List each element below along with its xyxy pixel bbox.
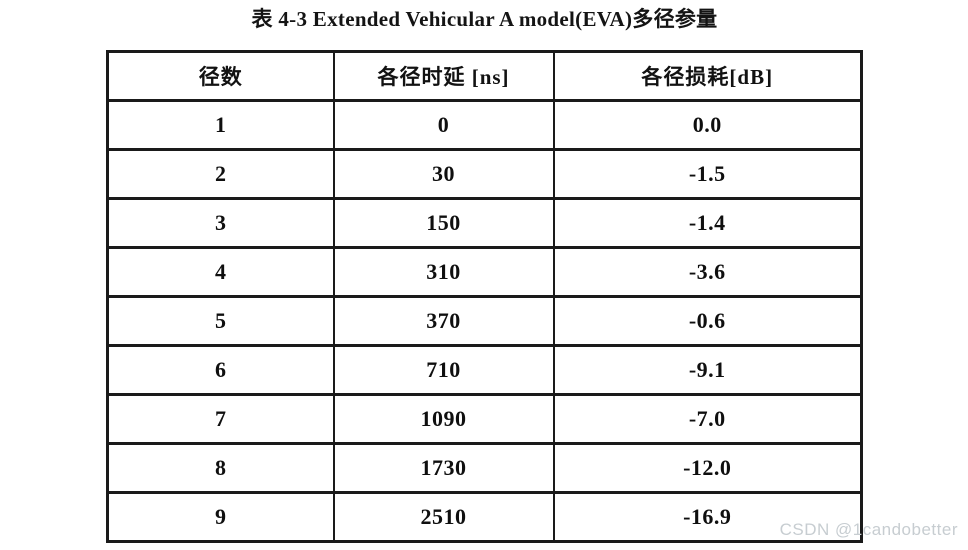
- table-row: 8 1730 -12.0: [106, 442, 863, 494]
- document-scan: 表 4-3 Extended Vehicular A model(EVA)多径参…: [106, 4, 863, 543]
- table-row: 3 150 -1.4: [106, 197, 863, 249]
- col-header-path-delay: 各径时延 [ns]: [332, 50, 555, 102]
- cell-path-delay: 0: [332, 99, 555, 151]
- cell-path-index: 7: [106, 393, 335, 445]
- table-row: 7 1090 -7.0: [106, 393, 863, 445]
- cell-path-loss: -9.1: [552, 344, 863, 396]
- cell-path-index: 6: [106, 344, 335, 396]
- table-row: 5 370 -0.6: [106, 295, 863, 347]
- cell-path-index: 2: [106, 148, 335, 200]
- cell-path-delay: 1730: [332, 442, 555, 494]
- cell-path-index: 4: [106, 246, 335, 298]
- table-row: 6 710 -9.1: [106, 344, 863, 396]
- cell-path-index: 5: [106, 295, 335, 347]
- eva-multipath-table: 径数 各径时延 [ns] 各径损耗[dB] 1 0 0.0 2 30 -1.5 …: [106, 50, 863, 543]
- cell-path-loss: -1.4: [552, 197, 863, 249]
- cell-path-delay: 310: [332, 246, 555, 298]
- cell-path-delay: 710: [332, 344, 555, 396]
- cell-path-loss: -3.6: [552, 246, 863, 298]
- cell-path-loss: -7.0: [552, 393, 863, 445]
- cell-path-delay: 150: [332, 197, 555, 249]
- cell-path-loss: 0.0: [552, 99, 863, 151]
- cell-path-delay: 30: [332, 148, 555, 200]
- cell-path-index: 9: [106, 491, 335, 543]
- cell-path-index: 8: [106, 442, 335, 494]
- cell-path-loss: -0.6: [552, 295, 863, 347]
- col-header-path-loss: 各径损耗[dB]: [552, 50, 863, 102]
- table-row: 9 2510 -16.9: [106, 491, 863, 543]
- table-row: 2 30 -1.5: [106, 148, 863, 200]
- table-row: 4 310 -3.6: [106, 246, 863, 298]
- cell-path-index: 1: [106, 99, 335, 151]
- cell-path-loss: -12.0: [552, 442, 863, 494]
- cell-path-loss: -1.5: [552, 148, 863, 200]
- cell-path-delay: 2510: [332, 491, 555, 543]
- cell-path-index: 3: [106, 197, 335, 249]
- cell-path-delay: 1090: [332, 393, 555, 445]
- table-caption: 表 4-3 Extended Vehicular A model(EVA)多径参…: [251, 7, 718, 31]
- col-header-path-index: 径数: [106, 50, 335, 102]
- table-header-row: 径数 各径时延 [ns] 各径损耗[dB]: [106, 50, 863, 102]
- cell-path-loss: -16.9: [552, 491, 863, 543]
- cell-path-delay: 370: [332, 295, 555, 347]
- table-row: 1 0 0.0: [106, 99, 863, 151]
